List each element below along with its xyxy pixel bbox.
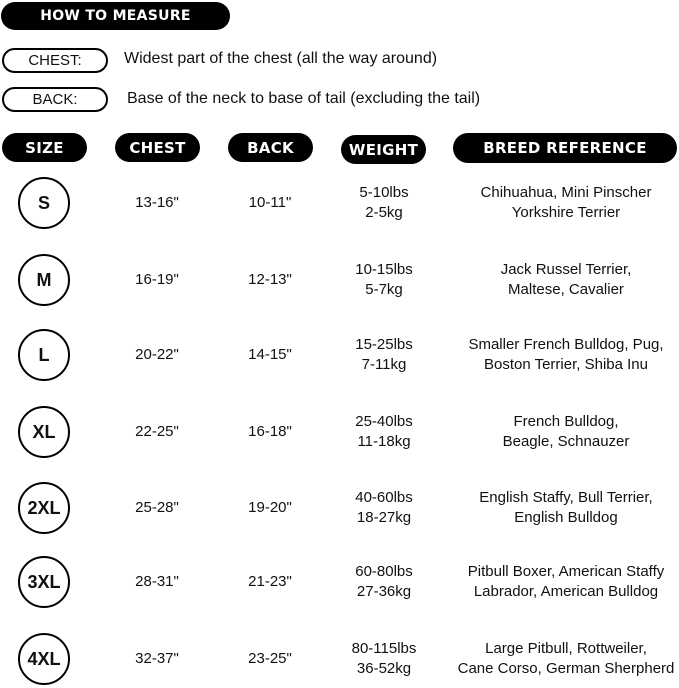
weight-kg: 27-36kg <box>356 583 412 600</box>
weight-value: 10-15lbs 5-7kg <box>355 260 413 300</box>
breed-line-2: Labrador, American Bulldog <box>473 583 659 600</box>
weight-kg: 36-52kg <box>356 660 412 677</box>
chest-value: 32-37" <box>135 650 179 667</box>
chest-value: 25-28" <box>135 499 179 516</box>
size-badge: M <box>18 254 70 306</box>
weight-kg: 18-27kg <box>356 509 412 526</box>
weight-lbs: 10-15lbs <box>355 261 413 278</box>
breed-reference: Chihuahua, Mini Pinscher Yorkshire Terrie… <box>481 183 652 223</box>
weight-lbs: 40-60lbs <box>355 489 413 506</box>
back-value: 10-11" <box>248 194 292 211</box>
header-back: BACK <box>228 133 313 162</box>
breed-line-1: Smaller French Bulldog, Pug, <box>468 336 664 353</box>
back-label: BACK: <box>2 87 108 112</box>
chest-description: Widest part of the chest (all the way ar… <box>124 50 438 67</box>
weight-lbs: 60-80lbs <box>355 563 413 580</box>
weight-kg: 11-18kg <box>357 433 411 450</box>
breed-line-1: Pitbull Boxer, American Staffy <box>467 563 665 580</box>
breed-reference: English Staffy, Bull Terrier, English Bul… <box>479 488 652 528</box>
breed-line-1: Jack Russel Terrier, <box>500 261 632 278</box>
chest-value: 20-22" <box>135 346 179 363</box>
breed-line-1: Large Pitbull, Rottweiler, <box>485 640 647 657</box>
chest-value: 22-25" <box>135 423 179 440</box>
chest-value: 16-19" <box>135 271 179 288</box>
weight-lbs: 25-40lbs <box>355 413 413 430</box>
back-description: Base of the neck to base of tail (exclud… <box>127 90 481 107</box>
weight-value: 15-25lbs 7-11kg <box>355 335 413 375</box>
header-size: SIZE <box>2 133 87 162</box>
weight-value: 80-115lbs 36-52kg <box>352 639 417 679</box>
back-value: 19-20" <box>248 499 292 516</box>
breed-line-2: Boston Terrier, Shiba Inu <box>483 356 648 373</box>
size-badge: L <box>18 329 70 381</box>
weight-value: 5-10lbs 2-5kg <box>359 183 408 223</box>
breed-reference: Smaller French Bulldog, Pug, Boston Terri… <box>468 335 663 375</box>
weight-value: 40-60lbs 18-27kg <box>355 488 413 528</box>
back-value: 12-13" <box>248 271 292 288</box>
size-badge: XL <box>18 406 70 458</box>
back-value: 16-18" <box>248 423 292 440</box>
breed-reference: Jack Russel Terrier, Maltese, Cavalier <box>501 260 632 300</box>
breed-line-2: English Bulldog <box>514 509 618 526</box>
size-badge: S <box>18 177 70 229</box>
chest-label: CHEST: <box>2 48 108 73</box>
weight-kg: 2-5kg <box>365 204 403 221</box>
breed-line-2: Maltese, Cavalier <box>508 281 624 298</box>
header-chest: CHEST <box>115 133 200 162</box>
weight-lbs: 5-10lbs <box>359 184 409 201</box>
breed-reference: Pitbull Boxer, American Staffy Labrador, … <box>468 562 665 602</box>
weight-value: 25-40lbs 11-18kg <box>355 412 413 452</box>
weight-value: 60-80lbs 27-36kg <box>355 562 413 602</box>
header-breed-reference: BREED REFERENCE <box>453 133 677 163</box>
breed-line-2: Beagle, Schnauzer <box>502 433 630 450</box>
size-badge: 3XL <box>18 556 70 608</box>
header-weight: WEIGHT <box>341 135 426 164</box>
breed-line-1: Chihuahua, Mini Pinscher <box>480 184 652 201</box>
chest-value: 28-31" <box>135 573 179 590</box>
breed-line-2: Cane Corso, German Sherpherd <box>457 660 675 677</box>
back-value: 14-15" <box>248 346 292 363</box>
chest-value: 13-16" <box>135 194 179 211</box>
weight-lbs: 80-115lbs <box>351 640 417 657</box>
breed-line-2: Yorkshire Terrier <box>511 204 621 221</box>
back-value: 23-25" <box>248 650 292 667</box>
breed-line-1: English Staffy, Bull Terrier, <box>479 489 653 506</box>
size-badge: 4XL <box>18 633 70 685</box>
weight-lbs: 15-25lbs <box>355 336 413 353</box>
back-value: 21-23" <box>248 573 292 590</box>
how-to-measure-title: HOW TO MEASURE <box>1 2 230 30</box>
breed-reference: French Bulldog, Beagle, Schnauzer <box>503 412 630 452</box>
weight-kg: 5-7kg <box>365 281 403 298</box>
size-badge: 2XL <box>18 482 70 534</box>
breed-reference: Large Pitbull, Rottweiler, Cane Corso, Ge… <box>458 639 675 679</box>
weight-kg: 7-11kg <box>361 356 407 373</box>
breed-line-1: French Bulldog, <box>513 413 619 430</box>
